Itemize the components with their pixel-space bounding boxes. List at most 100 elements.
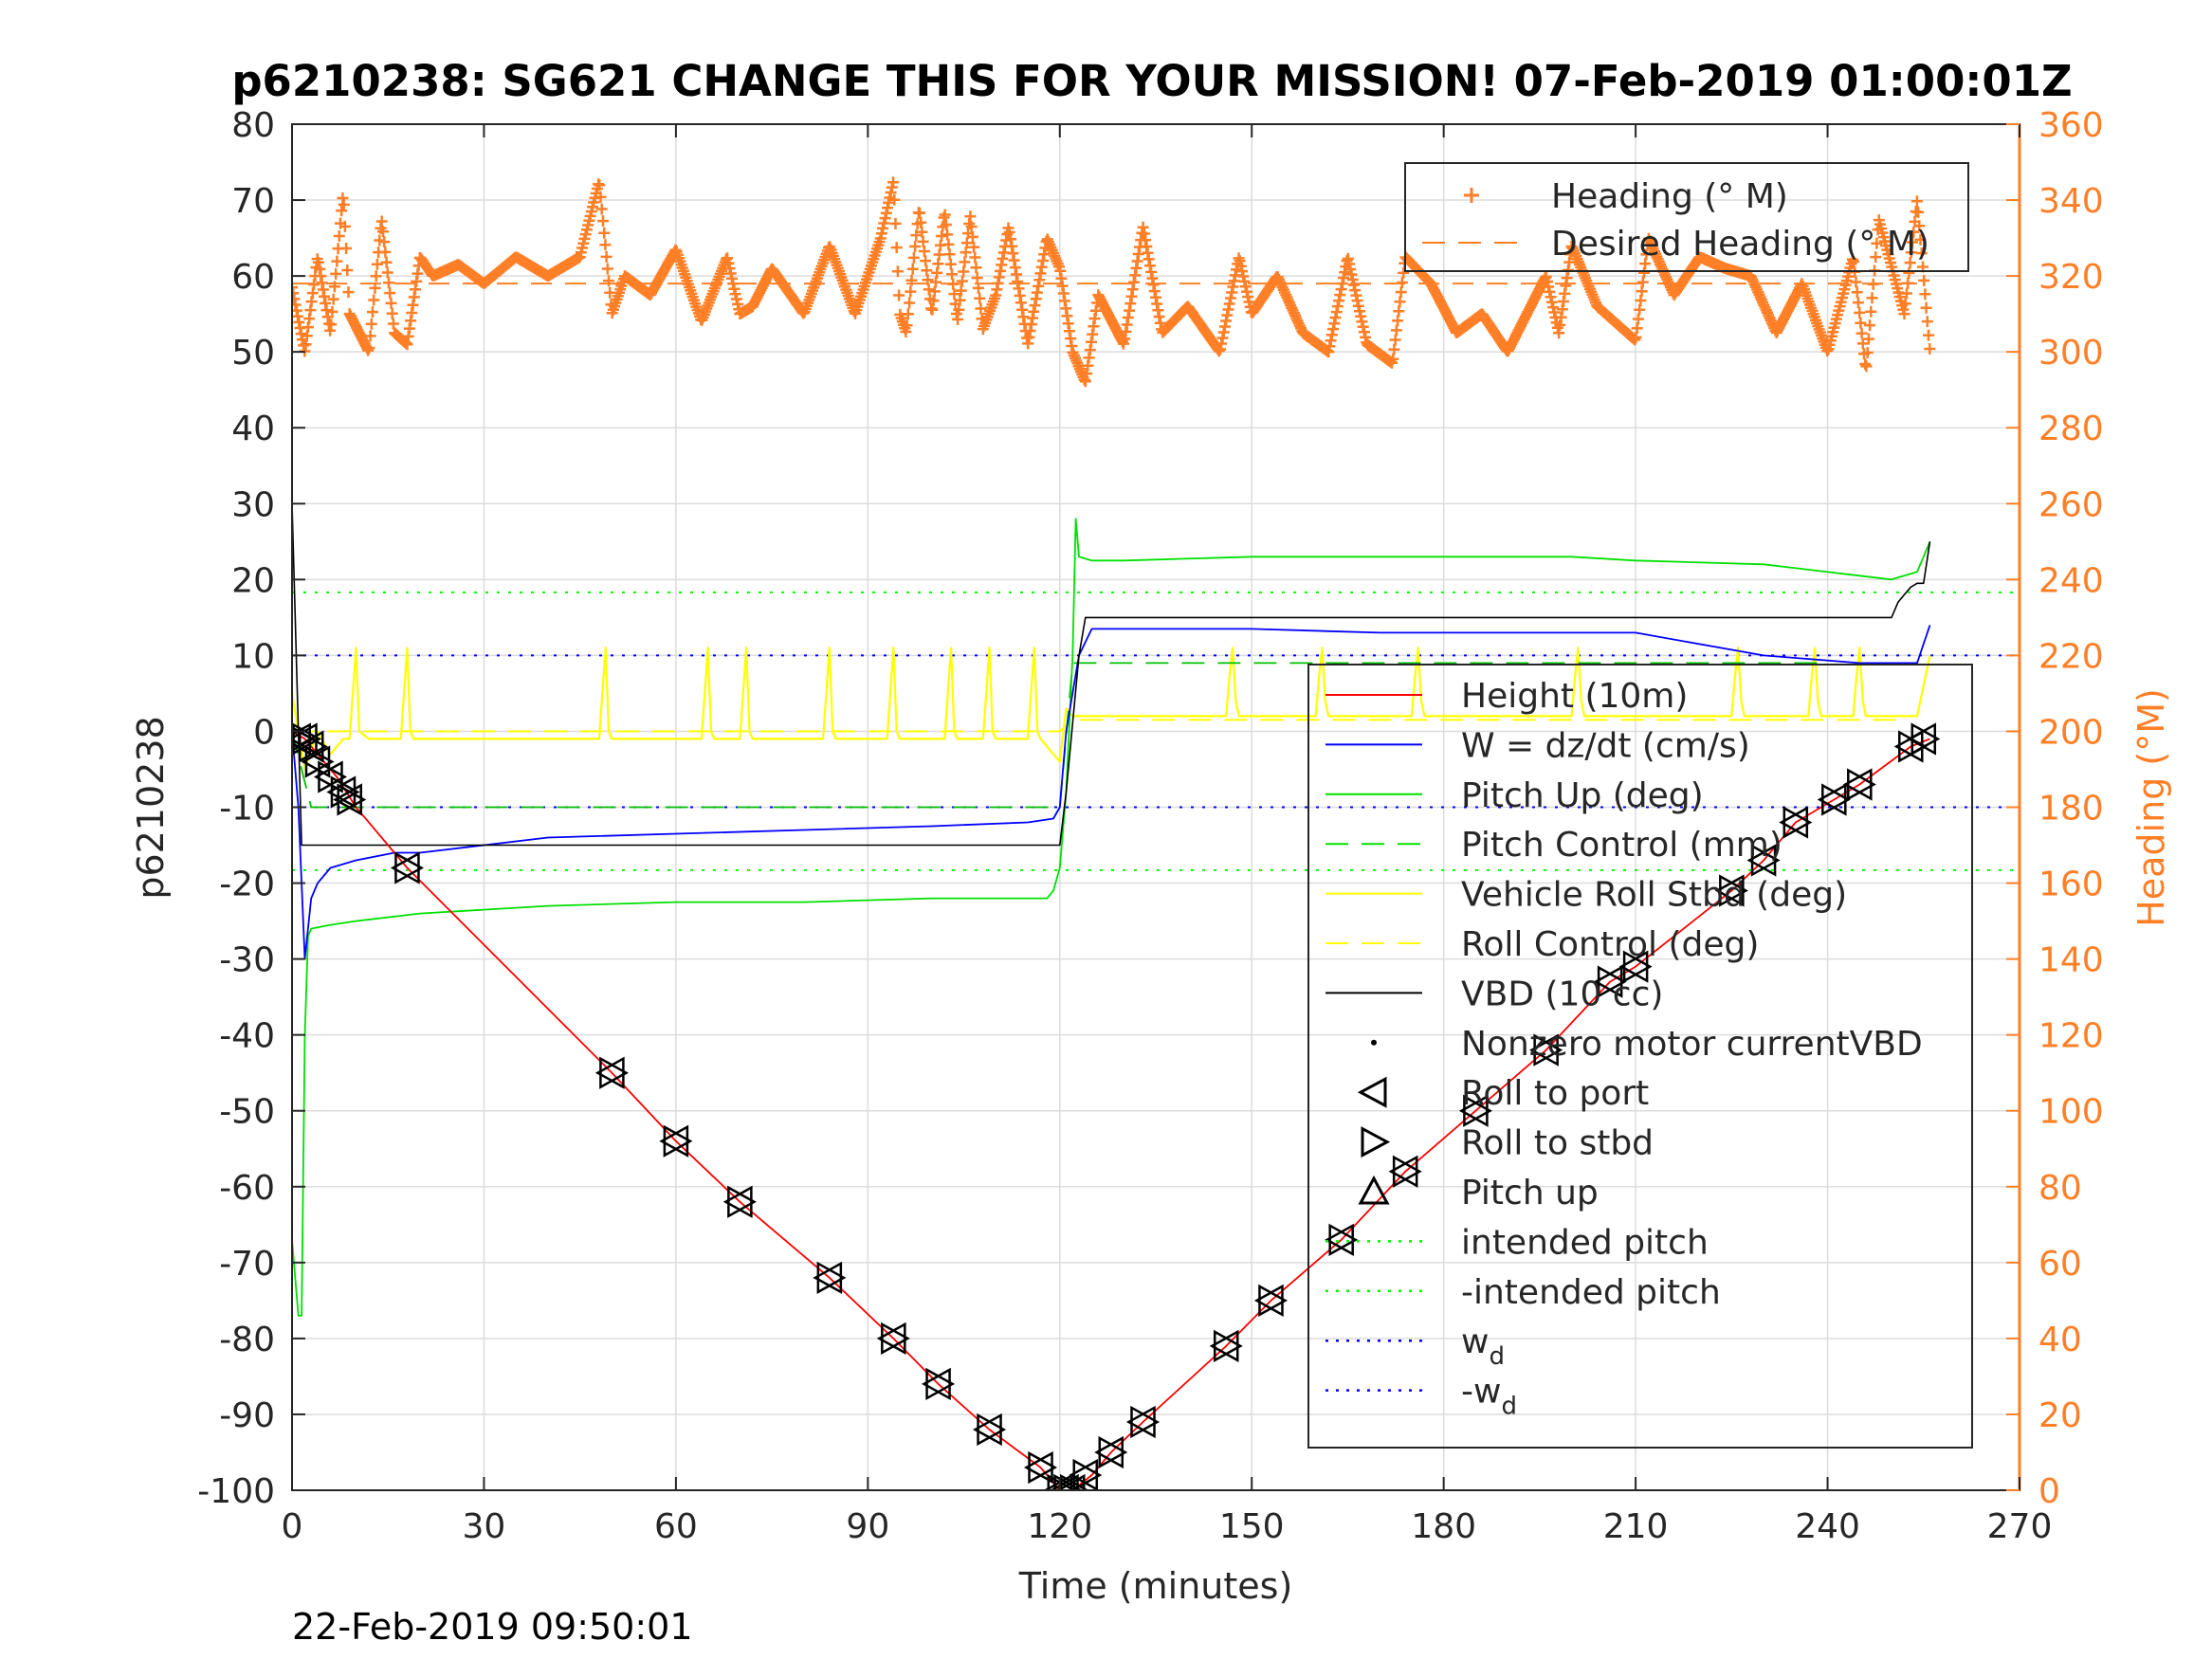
legend-main-box	[1307, 664, 1973, 1449]
legend-label: Nonzero motor currentVBD	[1461, 1025, 1923, 1064]
roll-to-stbd-marker	[1750, 844, 1781, 877]
legend-label: W = dz/dt (cm/s)	[1461, 726, 1750, 765]
roll-to-stbd-marker	[1910, 722, 1941, 756]
roll-to-stbd-marker	[1597, 965, 1627, 998]
roll-to-port-marker	[390, 851, 420, 884]
legend-label: Vehicle Roll Stbd (deg)	[1461, 876, 1847, 915]
roll-to-port-marker	[1907, 722, 1937, 756]
series-line-pitch-up-deg	[292, 518, 1931, 1317]
legend-heading-label: Desired Heading (° M)	[1551, 225, 1929, 264]
right-tick-label: 240	[2038, 561, 2104, 600]
roll-to-stbd-marker	[1028, 1450, 1058, 1485]
heading-series-layer	[292, 176, 1936, 388]
x-tick-label: 90	[846, 1507, 889, 1546]
y-tick-label: -60	[219, 1169, 275, 1208]
roll-to-stbd-marker	[1213, 1329, 1243, 1363]
right-tick-label: 180	[2038, 790, 2104, 829]
roll-to-stbd-marker	[1072, 1458, 1103, 1490]
roll-to-port-marker	[1388, 1155, 1418, 1188]
y-tick-label: 40	[231, 410, 275, 448]
roll-to-stbd-marker	[1053, 1473, 1084, 1490]
roll-to-port-marker	[722, 1185, 753, 1218]
legend-label: Pitch Control (mm)	[1461, 826, 1782, 865]
y-tick-label: -40	[219, 1017, 275, 1056]
right-tick-label: 200	[2038, 713, 2104, 752]
roll-to-port-marker	[876, 1322, 906, 1356]
roll-to-stbd-marker	[1719, 874, 1748, 907]
roll-to-stbd-marker	[1782, 806, 1813, 839]
roll-to-stbd-marker	[298, 730, 328, 763]
roll-to-port-marker	[301, 745, 331, 778]
x-tick-label: 180	[1411, 1507, 1476, 1546]
right-tick-label: 320	[2038, 258, 2104, 297]
y-tick-label: 10	[231, 637, 275, 676]
legend-heading-box	[1404, 162, 1969, 272]
y-tick-label: -50	[219, 1093, 275, 1132]
roll-to-port-marker	[1055, 1473, 1086, 1490]
legend-triangle-left-icon	[1357, 1076, 1387, 1108]
legend-label-subscript: d	[1489, 1342, 1505, 1371]
roll-to-port-marker	[1529, 1033, 1559, 1066]
right-tick-label: 60	[2038, 1245, 2082, 1284]
series-line-height-10m	[292, 730, 1930, 1490]
legend-label: Roll Control (deg)	[1461, 925, 1759, 964]
heading-plus-markers	[292, 176, 1936, 388]
roll-to-stbd-marker	[599, 1056, 629, 1089]
roll-to-port-marker	[1817, 783, 1847, 816]
series-line-vbd-10-cc	[292, 503, 1931, 847]
roll-to-port-marker	[1593, 965, 1623, 998]
legend-heading: Heading (° M) Desired Heading (° M)	[1404, 162, 1969, 272]
roll-to-port-marker	[313, 760, 343, 793]
roll-to-stbd-marker	[816, 1261, 847, 1294]
roll-to-port-marker	[1746, 844, 1777, 877]
right-tick-label: 120	[2038, 1017, 2104, 1056]
main-series-layer	[292, 503, 2020, 1490]
roll-to-port-marker	[1094, 1435, 1124, 1469]
legend-label: Roll to stbd	[1461, 1124, 1654, 1163]
right-tick-label: 220	[2038, 637, 2104, 676]
roll-to-stbd-marker	[1130, 1405, 1161, 1439]
roll-to-stbd-marker	[663, 1124, 693, 1158]
right-tick-label: 100	[2038, 1093, 2104, 1132]
roll-to-stbd-marker	[394, 851, 425, 884]
legend-label: Roll to port	[1461, 1074, 1649, 1113]
axes-ticks: 0 30 60 90 120 150 180 210 240 270-100-90-80-70-6…	[197, 106, 2103, 1546]
roll-to-stbd-marker	[1392, 1155, 1422, 1188]
y-tick-label: -80	[219, 1321, 275, 1359]
legend-label: Pitch Up (deg)	[1461, 776, 1704, 815]
roll-to-port-marker	[1209, 1329, 1239, 1363]
roll-to-stbd-marker	[1258, 1284, 1289, 1317]
roll-to-port-marker	[1325, 1223, 1354, 1256]
right-axis-label: Heading (°M)	[2130, 688, 2172, 927]
roll-to-port-marker	[294, 730, 324, 763]
roll-to-stbd-marker	[1328, 1223, 1359, 1256]
roll-to-port-marker	[594, 1056, 625, 1089]
roll-to-port-marker	[1125, 1405, 1156, 1439]
roll-marker-layer	[292, 722, 1941, 1490]
roll-to-port-marker	[1714, 874, 1745, 907]
legend-heading-label: Heading (° M)	[1551, 177, 1788, 216]
y-tick-label: -10	[219, 790, 275, 829]
roll-to-port-marker	[1458, 1094, 1489, 1127]
roll-to-stbd-marker	[1847, 768, 1876, 801]
roll-to-port-marker	[921, 1367, 951, 1401]
roll-to-port-marker	[1023, 1450, 1053, 1485]
roll-to-port-marker	[1842, 768, 1873, 801]
right-tick-label: 40	[2038, 1321, 2082, 1359]
roll-to-port-marker	[1779, 806, 1809, 839]
x-tick-label: 240	[1795, 1507, 1860, 1546]
x-tick-label: 120	[1027, 1507, 1092, 1546]
y-tick-label: 70	[231, 182, 275, 221]
roll-to-port-marker	[1049, 1473, 1079, 1490]
roll-to-port-marker	[1618, 950, 1649, 983]
roll-to-stbd-marker	[881, 1322, 910, 1356]
roll-to-port-marker	[813, 1261, 843, 1294]
right-tick-label: 140	[2038, 941, 2104, 980]
roll-to-port-marker	[659, 1124, 689, 1158]
roll-to-stbd-marker	[330, 775, 360, 809]
y-tick-label: -20	[219, 866, 275, 904]
roll-to-stbd-marker	[1533, 1033, 1563, 1066]
roll-to-stbd-marker	[1463, 1094, 1492, 1127]
legend-label-subscript: d	[1501, 1393, 1517, 1421]
